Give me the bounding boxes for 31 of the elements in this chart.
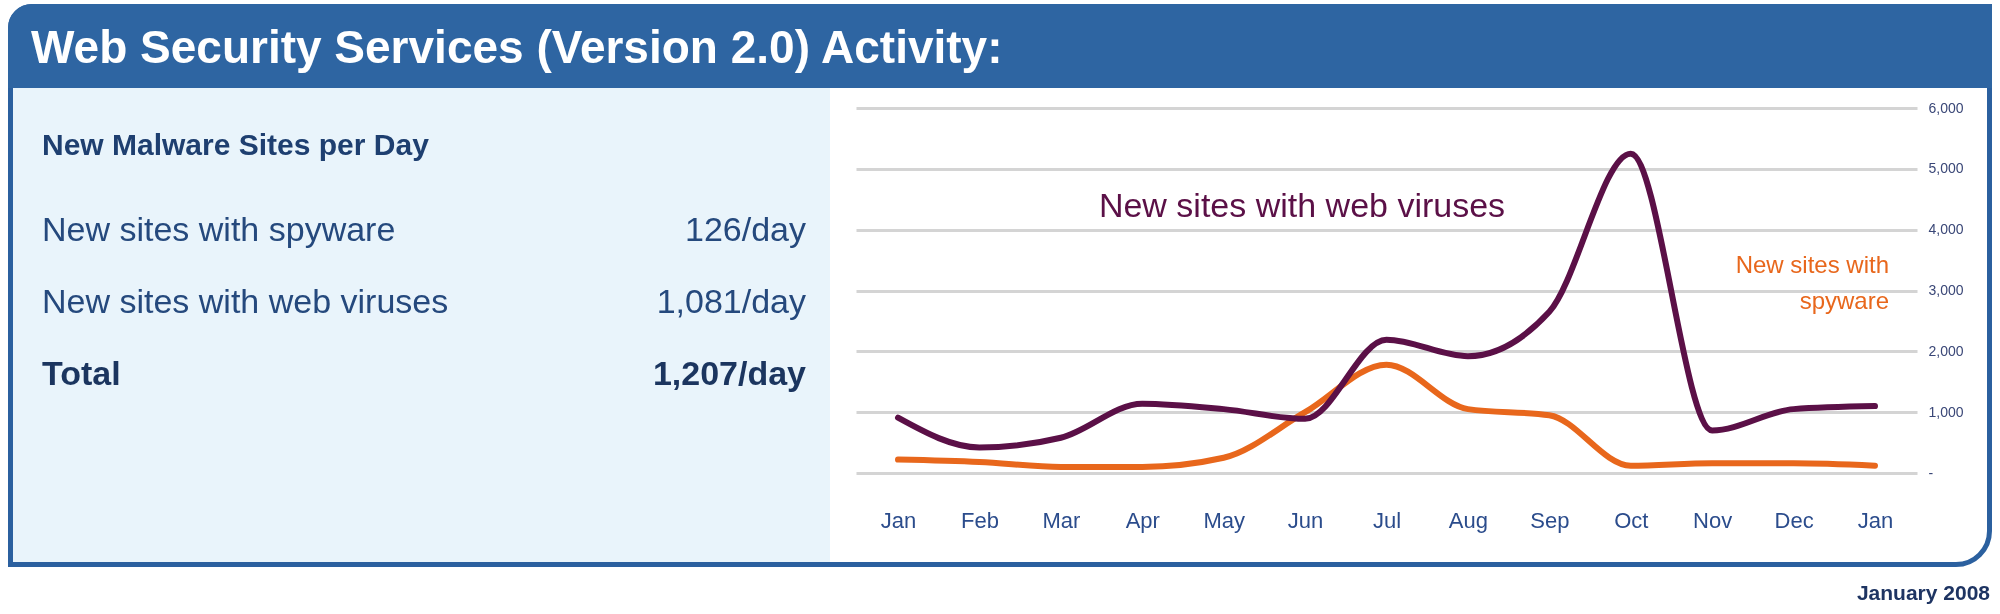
x-tick-label: Jan <box>880 507 917 533</box>
text: 126/day <box>685 210 806 248</box>
y-tick-label: 5,000 <box>1928 160 1964 177</box>
y-tick-label: 4,000 <box>1928 221 1964 238</box>
text: New sites with web viruses <box>1098 186 1506 224</box>
x-tick-label: Nov <box>1693 507 1733 533</box>
x-tick-label: Apr <box>1125 507 1160 533</box>
y-tick-label: 1,000 <box>1928 403 1964 420</box>
x-tick-label: Jul <box>1372 507 1402 533</box>
text: New sites with spyware <box>42 210 396 248</box>
text: Total <box>42 354 121 392</box>
text: 1,081/day <box>656 282 806 320</box>
text: January 2008 <box>1856 581 1990 604</box>
x-tick-label: May <box>1203 507 1245 533</box>
x-tick-label: Jun <box>1287 507 1324 533</box>
x-tick-label: Sep <box>1530 507 1570 533</box>
text: New Malware Sites per Day <box>42 128 429 161</box>
x-tick-label: Aug <box>1448 507 1488 533</box>
y-tick-label: 6,000 <box>1928 99 1964 116</box>
text: New sites with web viruses <box>42 282 449 320</box>
x-tick-label: Oct <box>1614 507 1649 533</box>
text: Web Security Services (Version 2.0) Activity: <box>31 21 1003 73</box>
x-tick-label: Mar <box>1042 507 1081 533</box>
text: New sites with spyware <box>1735 251 1889 314</box>
y-tick-label: 3,000 <box>1928 282 1964 298</box>
x-tick-label: Jan <box>1857 507 1894 533</box>
y-tick-label: - <box>1928 464 1934 481</box>
x-tick-label: Feb <box>960 507 999 533</box>
x-tick-label: Dec <box>1774 507 1814 533</box>
y-tick-label: 2,000 <box>1928 342 1964 359</box>
text: 1,207/day <box>652 354 806 392</box>
